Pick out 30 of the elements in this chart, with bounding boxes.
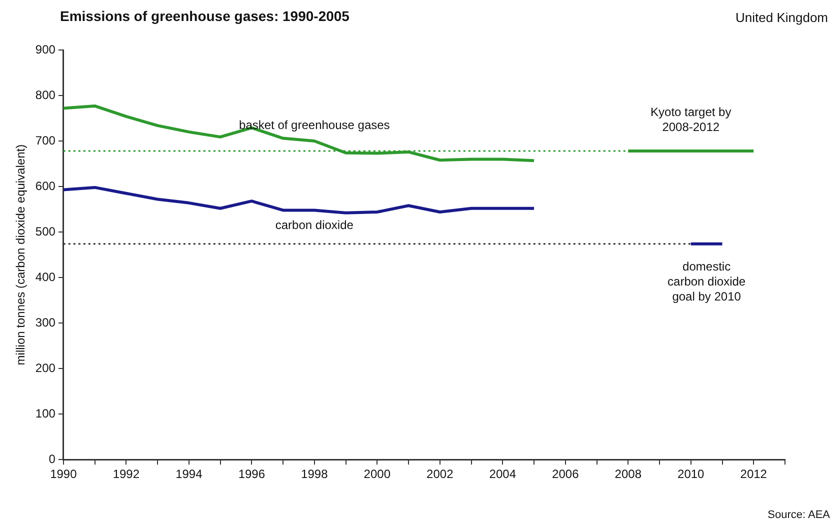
x-tick-label: 2004 bbox=[489, 467, 516, 482]
source-note: Source: AEA bbox=[768, 509, 830, 521]
series-label: basket of greenhouse gases bbox=[239, 118, 390, 132]
x-tick-label: 2000 bbox=[364, 467, 391, 482]
series-label: Kyoto target by 2008-2012 bbox=[650, 104, 732, 134]
x-tick-label: 2012 bbox=[740, 467, 768, 482]
x-tick-label: 1996 bbox=[238, 467, 266, 482]
y-tick-label: 800 bbox=[35, 88, 56, 102]
y-tick-label: 300 bbox=[35, 315, 56, 330]
x-tick-label: 2010 bbox=[678, 467, 705, 482]
y-tick-label: 0 bbox=[48, 452, 56, 466]
x-tick-label: 1998 bbox=[301, 467, 328, 482]
chart-title: Emissions of greenhouse gases: 1990-2005 bbox=[60, 8, 350, 24]
y-tick-label: 400 bbox=[35, 270, 56, 284]
x-tick-label: 2002 bbox=[426, 467, 454, 482]
y-tick-label: 100 bbox=[35, 406, 56, 420]
y-tick-label: 900 bbox=[35, 42, 56, 56]
x-tick-label: 2006 bbox=[552, 467, 580, 482]
series-label: carbon dioxide bbox=[275, 218, 354, 232]
x-tick-label: 1990 bbox=[50, 467, 78, 482]
y-tick-label: 200 bbox=[35, 360, 56, 375]
y-tick-label: 500 bbox=[35, 224, 56, 238]
y-axis-title: million tonnes (carbon dioxide equivalent) bbox=[14, 144, 28, 366]
text: domestic carbon dioxide goal by 2010 bbox=[668, 260, 746, 304]
y-tick-label: 600 bbox=[35, 178, 56, 193]
chart-subtitle: United Kingdom bbox=[736, 10, 828, 25]
x-tick-label: 2008 bbox=[614, 467, 642, 482]
x-tick-label: 1994 bbox=[176, 467, 203, 482]
x-tick-label: 1992 bbox=[112, 467, 140, 482]
y-tick-label: 700 bbox=[35, 133, 56, 148]
